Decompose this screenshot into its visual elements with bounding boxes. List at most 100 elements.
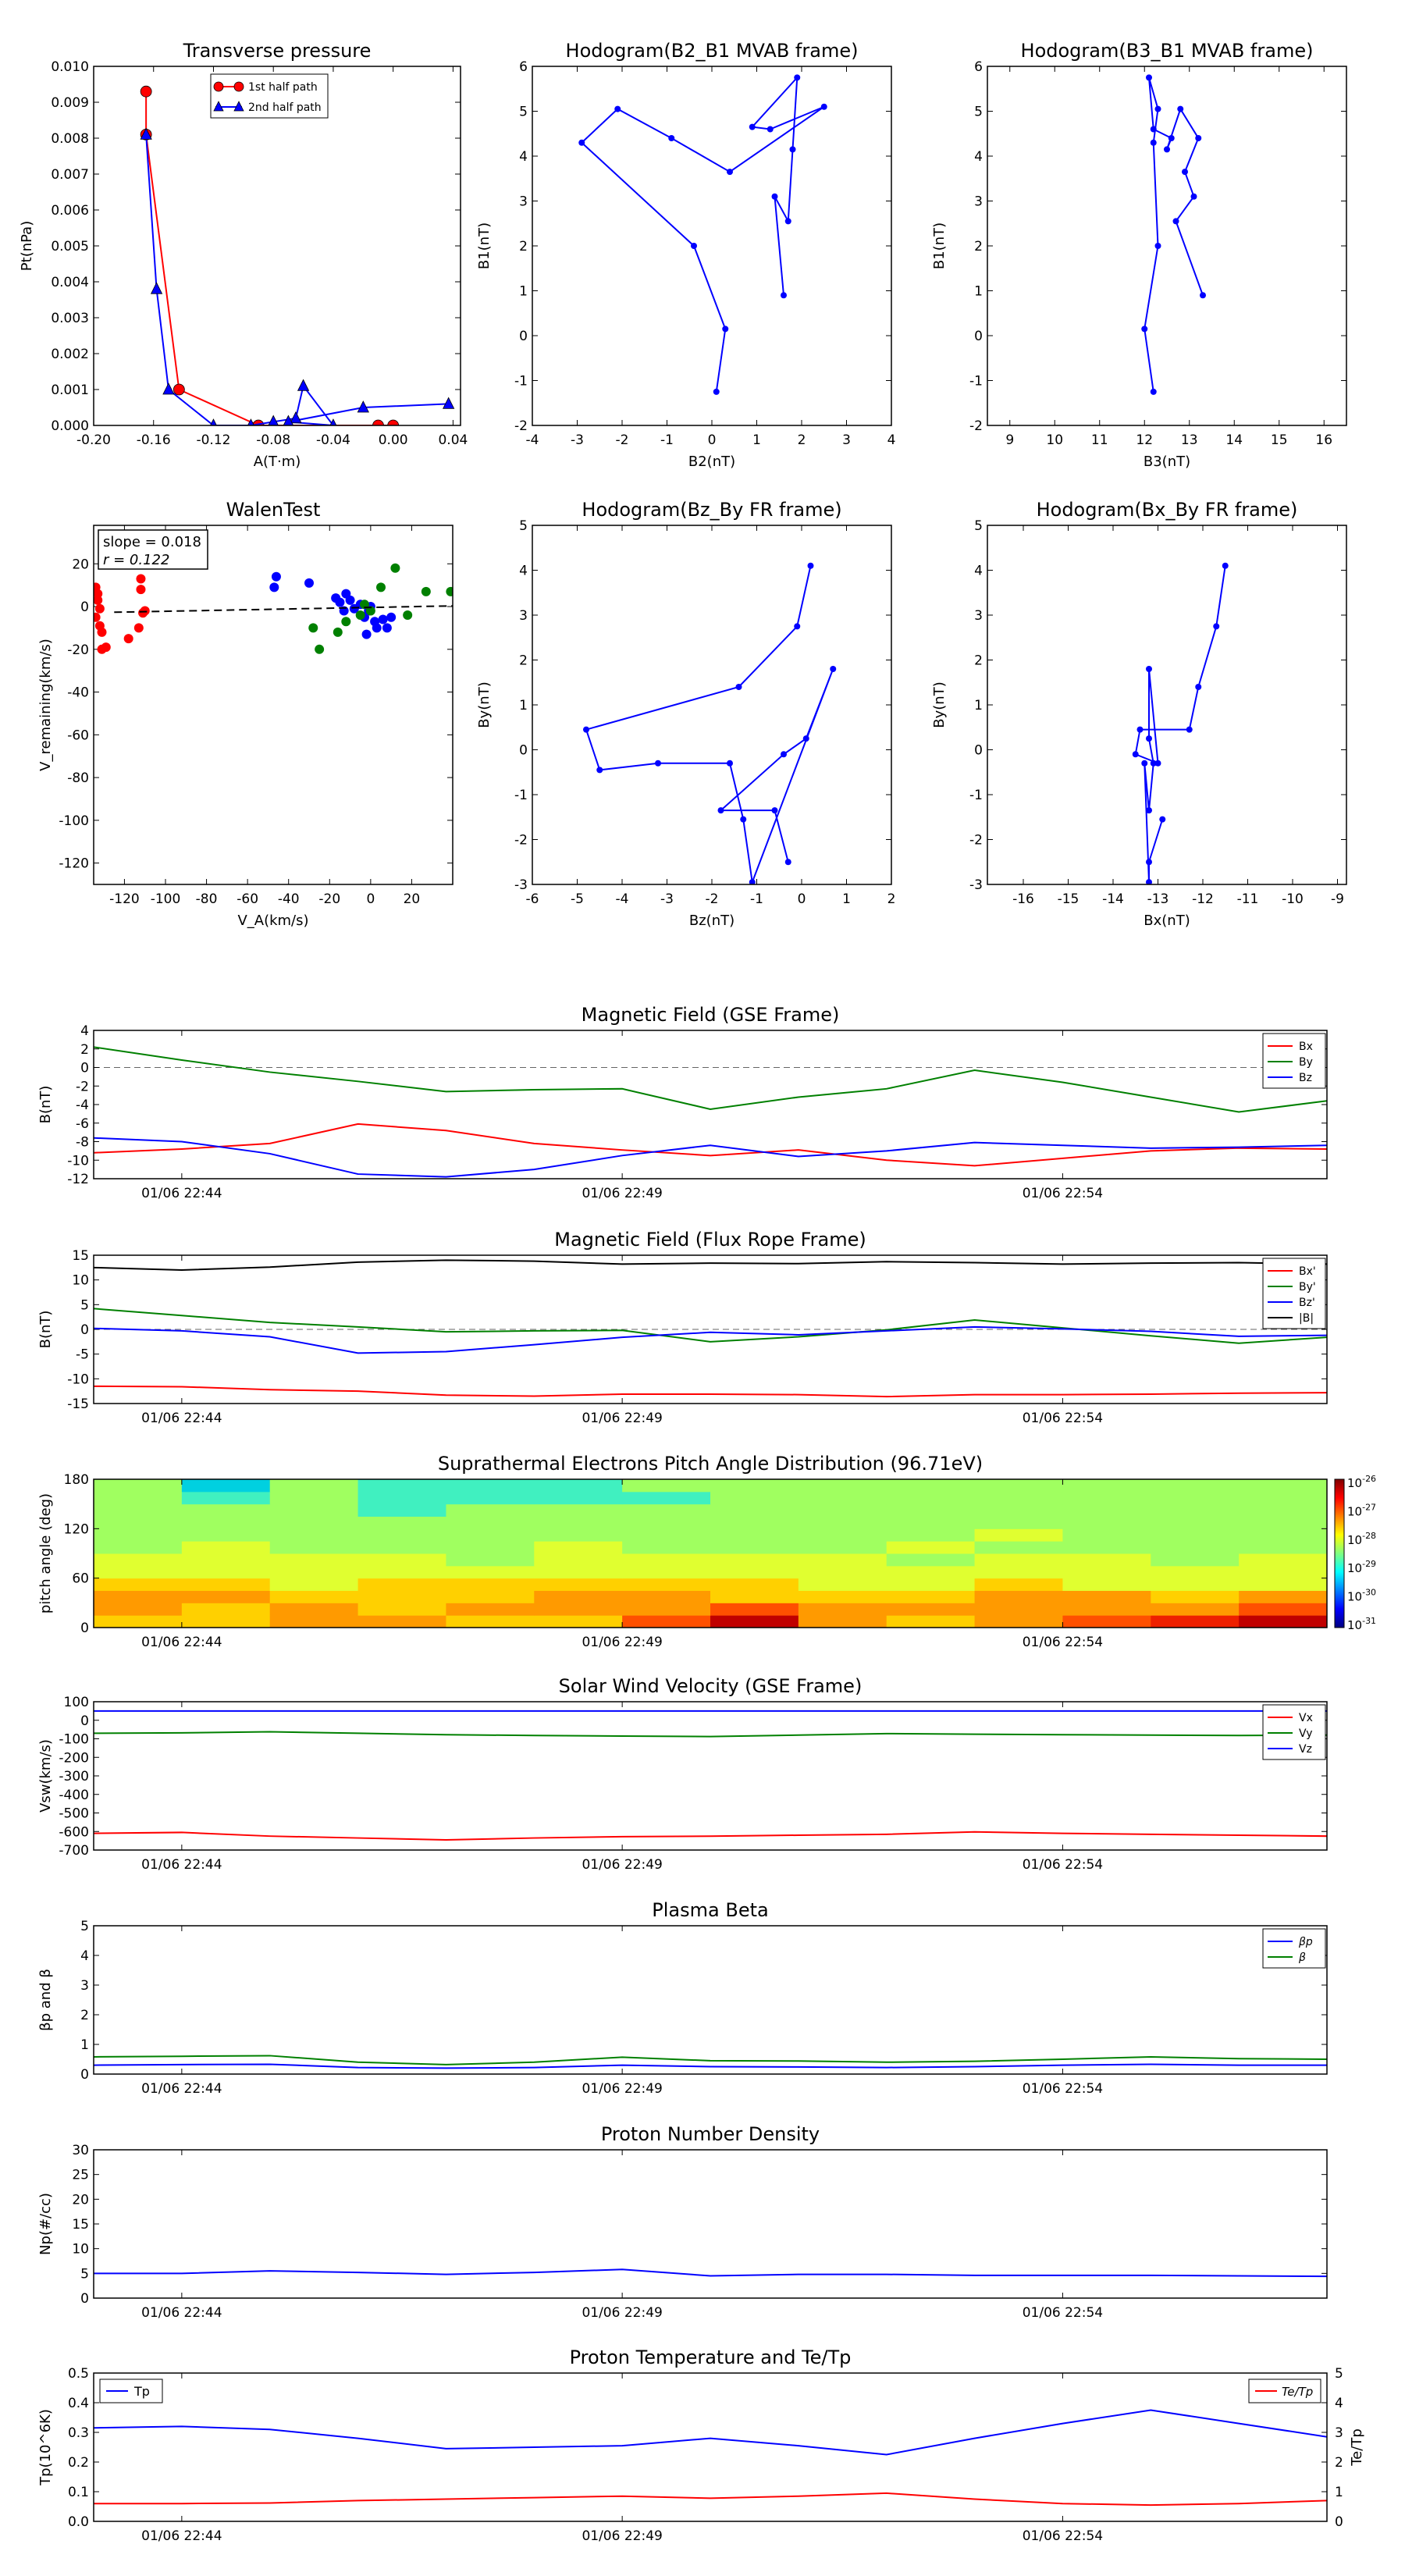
y-tick-label: 2: [974, 653, 983, 669]
heatmap-cell: [798, 1491, 887, 1505]
annotation-slope: slope = 0.018: [103, 534, 201, 550]
heatmap-cell: [446, 1516, 535, 1529]
scatter-point: [372, 623, 382, 633]
data-point: [150, 282, 163, 294]
data-point: [578, 139, 585, 146]
heatmap-cell: [357, 1541, 446, 1554]
legend: Bx' By' Bz' |B|: [1262, 1258, 1326, 1329]
heatmap-cell: [1151, 1491, 1240, 1505]
heatmap-cell: [1062, 1491, 1151, 1505]
series-line-B: [580, 75, 825, 393]
series-line-Tp: [94, 2409, 1327, 2456]
heatmap-cell: [181, 1528, 271, 1542]
y-right-tick-label: 3: [1335, 2425, 1343, 2441]
x-tick-label: 01/06 22:44: [141, 2528, 222, 2544]
data-point: [794, 623, 801, 630]
scatter-point: [390, 563, 400, 573]
y-tick-label: 5: [974, 518, 983, 534]
y-axis-label: By(nT): [931, 681, 948, 728]
legend-marker: [213, 101, 224, 112]
heatmap-cell: [798, 1578, 887, 1591]
scatter-point: [386, 612, 397, 622]
y-tick-label: -80: [67, 770, 89, 786]
y-tick-label: -20: [67, 642, 89, 658]
heatmap-cell: [534, 1565, 623, 1579]
fit-line: [114, 605, 453, 614]
heatmap-cell: [1151, 1565, 1240, 1579]
heatmap-cell: [1151, 1553, 1240, 1567]
x-tick-label: -6: [526, 891, 539, 907]
heatmap-cell: [94, 1503, 183, 1517]
x-axis-label: Bz(nT): [689, 913, 735, 929]
legend-label: 1st half path: [248, 81, 318, 94]
data-point: [596, 767, 603, 774]
heatmap-cell: [94, 1528, 183, 1542]
y-tick-label: -1: [514, 374, 528, 390]
y-tick-label: 0: [80, 1621, 89, 1636]
heatmap-cell: [534, 1590, 623, 1603]
y-tick-label: 5: [519, 105, 528, 120]
heatmap-cell: [974, 1491, 1063, 1505]
legend-label: Vz: [1299, 1743, 1312, 1756]
legend: 1st half path 2nd half path: [210, 73, 329, 119]
heatmap-cell: [710, 1553, 799, 1567]
axes-frame: [93, 525, 454, 885]
data-point: [583, 726, 589, 733]
x-tick-label: 01/06 22:49: [582, 2081, 662, 2097]
heatmap-cell: [269, 1565, 359, 1579]
data-point: [655, 760, 661, 767]
series-line-B: [1144, 77, 1204, 393]
heatmap-cell: [446, 1553, 535, 1567]
plot-area: [578, 74, 827, 395]
heatmap-cell: [798, 1590, 887, 1603]
colorbar-exponent: -26: [1362, 1474, 1376, 1484]
y-tick-label: 2: [80, 2008, 89, 2023]
y-tick-label: 6: [974, 59, 983, 75]
data-point: [290, 411, 302, 424]
scatter-point: [94, 603, 105, 614]
y-tick-label: 5: [974, 105, 983, 120]
heatmap-cell: [446, 1528, 535, 1542]
heatmap-cell: [1062, 1516, 1151, 1529]
y-tick-label: -1: [514, 788, 528, 803]
x-tick-label: -0.20: [76, 432, 111, 448]
legend-label: By: [1299, 1056, 1313, 1069]
y-tick-label: 0.2: [68, 2455, 89, 2471]
heatmap-cell: [1239, 1590, 1328, 1603]
series-line-1st half path: [145, 91, 393, 425]
scatter-point: [308, 623, 318, 633]
x-tick-label: -0.04: [316, 432, 350, 448]
heatmap-cell: [269, 1578, 359, 1591]
heatmap-cell: [1151, 1603, 1240, 1616]
heatmap-cell: [1239, 1528, 1328, 1542]
x-tick-label: 13: [1181, 432, 1198, 448]
y-tick-label: -300: [59, 1769, 89, 1784]
heatmap-cell: [622, 1603, 711, 1616]
y-tick-label: 20: [72, 2192, 89, 2208]
heatmap-cell: [534, 1516, 623, 1529]
data-point: [1190, 193, 1197, 200]
heatmap-cell: [798, 1565, 887, 1579]
panel-sw-velocity: Solar Wind Velocity (GSE Frame) -700 -600 -…: [37, 1675, 1328, 1873]
series-line-Bz': [94, 1325, 1327, 1354]
y-tick-label: 0: [974, 329, 983, 344]
data-point: [727, 760, 733, 767]
axes-frame: [93, 1925, 1328, 2075]
scatter-point: [349, 603, 359, 614]
heatmap-cell: [622, 1615, 711, 1628]
heatmap-cell: [710, 1503, 799, 1517]
y-tick-label: -500: [59, 1806, 89, 1822]
panel-mag-fr: Magnetic Field (Flux Rope Frame) -15 -10 -5…: [37, 1229, 1328, 1426]
data-point: [387, 419, 400, 425]
scatter-point: [355, 610, 365, 620]
axes-frame: [93, 2149, 1328, 2299]
series-line-Vy: [94, 1731, 1327, 1738]
legend-label: Bz: [1299, 1072, 1312, 1084]
data-point: [357, 400, 369, 413]
legend-label: |B|: [1299, 1312, 1314, 1325]
y-axis-label: B(nT): [37, 1311, 54, 1349]
heatmap-cell: [357, 1578, 446, 1591]
axes-frame: [532, 66, 892, 426]
plot-area: [94, 563, 453, 654]
panel-proton-temp: Proton Temperature and Te/Tp 0.0 0.1 0.2 0.3…: [37, 2347, 1365, 2544]
